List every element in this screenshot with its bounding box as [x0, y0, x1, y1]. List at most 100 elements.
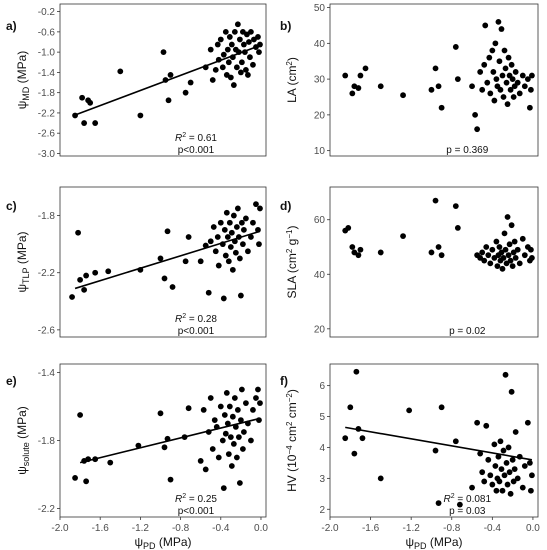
x-tick-label: -0.4 [212, 523, 230, 534]
data-point [495, 453, 502, 460]
data-point [509, 76, 516, 83]
x-axis-label-sub: PD [143, 541, 156, 550]
data-point [223, 209, 230, 216]
panel-d: 20 40 60 d) SLA (cm2 g−1) p = 0.02 [280, 186, 539, 338]
data-point [225, 59, 232, 66]
data-point [503, 460, 510, 466]
data-point [492, 40, 499, 47]
data-point [526, 104, 533, 111]
data-point [231, 28, 238, 35]
data-point [165, 97, 172, 104]
data-point [514, 246, 521, 253]
data-point [243, 400, 249, 406]
data-point [230, 82, 237, 88]
data-point [479, 469, 486, 476]
data-point [187, 79, 194, 86]
y-tick-label: -2.2 [38, 108, 56, 119]
data-point [217, 403, 224, 410]
data-point [477, 69, 484, 75]
data-point [502, 371, 509, 378]
data-point [516, 260, 523, 267]
panel-label: f) [280, 374, 288, 388]
data-point [243, 215, 249, 222]
y-tick-label: 20 [314, 324, 326, 335]
data-point [245, 72, 251, 78]
data-point [225, 258, 232, 265]
p-value-annotation: p<0.001 [178, 145, 215, 156]
data-point [454, 76, 461, 83]
data-point [456, 501, 463, 508]
regression-line [74, 44, 261, 116]
data-point [202, 466, 209, 473]
data-point [225, 451, 232, 457]
data-point [510, 94, 517, 100]
data-point [509, 263, 516, 269]
data-point [233, 224, 240, 230]
data-point [239, 446, 246, 452]
data-point [481, 257, 488, 264]
data-point [182, 258, 189, 265]
p-value-annotation: p<0.001 [178, 506, 215, 517]
data-point [164, 228, 171, 235]
x-tick-label: -0.8 [172, 523, 190, 534]
data-point [494, 263, 501, 269]
r-squared-annotation: R2 = 0.61 [175, 132, 217, 144]
data-point [357, 246, 364, 253]
data-point [486, 54, 493, 61]
data-point [355, 85, 362, 91]
data-point [489, 246, 496, 253]
y-tick-label: 40 [314, 270, 326, 281]
regression-line [345, 426, 533, 461]
data-point [230, 212, 237, 219]
data-point [233, 64, 240, 71]
data-point [236, 255, 243, 262]
x-tick-label: -0.4 [484, 523, 502, 534]
data-point [504, 214, 511, 220]
data-point [167, 476, 174, 483]
data-point [438, 104, 445, 111]
data-point [483, 244, 490, 250]
data-point [495, 18, 502, 25]
data-point [224, 420, 231, 427]
data-point [481, 478, 488, 485]
data-point [185, 405, 192, 412]
panel-label: d) [280, 199, 291, 213]
data-point [222, 252, 229, 259]
data-point [521, 463, 528, 469]
r-squared-annotation: R2 = 0.25 [175, 493, 217, 505]
data-point [351, 249, 358, 256]
data-point [222, 28, 229, 35]
data-point [231, 395, 238, 401]
data-point [240, 226, 247, 233]
data-point [227, 244, 234, 250]
x-tick-label: -2.0 [321, 523, 339, 534]
y-axis-label-mid2: cm [285, 402, 299, 421]
data-point [207, 395, 214, 401]
panel-frame [329, 363, 539, 518]
data-point [182, 89, 189, 96]
data-point [469, 484, 475, 491]
data-point [496, 58, 503, 65]
y-axis-label-suffix: ) [285, 226, 299, 230]
data-point [234, 21, 241, 28]
y-axis-label-sup: −4 [285, 445, 294, 455]
p-value-annotation: p = 0.369 [446, 145, 488, 156]
data-point [454, 225, 461, 231]
data-point [493, 76, 500, 83]
data-point [226, 219, 233, 226]
panel-b: 10 20 30 40 50 b) LA (cm2) p = 0.369 [280, 3, 539, 157]
panel-label: c) [6, 199, 17, 213]
data-point [506, 469, 513, 476]
y-tick-label: -2.6 [38, 325, 56, 336]
data-point [498, 249, 505, 256]
y-tick-label: -1.0 [38, 48, 56, 59]
data-point [406, 407, 413, 414]
data-point [487, 90, 494, 97]
data-point [508, 222, 515, 229]
data-point [220, 51, 227, 58]
data-point [81, 286, 88, 293]
y-axis-label-suffix: ) [285, 57, 299, 61]
data-point [472, 111, 478, 118]
data-point [499, 487, 506, 494]
